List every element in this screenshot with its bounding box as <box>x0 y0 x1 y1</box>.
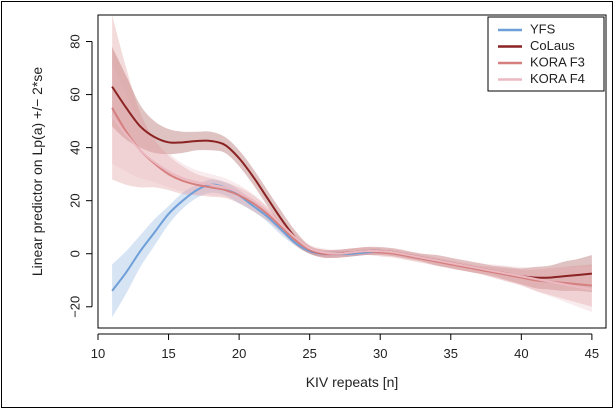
y-tick-label: 20 <box>67 193 82 207</box>
series-lines <box>111 86 593 292</box>
legend-label: KORA F4 <box>530 71 585 86</box>
y-axis-label: Linear predictor on Lp(a) +/− 2*se <box>29 67 45 277</box>
x-tick-label: 25 <box>302 346 316 361</box>
x-axis: 10 15 20 25 30 35 40 45 <box>91 333 599 361</box>
y-tick-label: 40 <box>67 140 82 154</box>
y-axis: −20 0 20 40 60 80 <box>67 34 93 318</box>
y-tick-label: 80 <box>67 34 82 48</box>
legend-label: KORA F3 <box>530 54 585 69</box>
x-tick-label: 45 <box>585 346 599 361</box>
x-tick-label: 15 <box>161 346 175 361</box>
legend-label: YFS <box>530 21 556 36</box>
band-colaus <box>112 46 592 293</box>
band-kora-f4 <box>112 62 592 313</box>
y-tick-label: 0 <box>67 250 82 257</box>
x-axis-label: KIV repeats [n] <box>306 374 399 390</box>
band-yfs <box>112 179 381 318</box>
line-kora-f4 <box>111 115 593 291</box>
y-tick-label: −20 <box>67 296 82 318</box>
x-tick-label: 30 <box>373 346 387 361</box>
x-tick-label: 35 <box>444 346 458 361</box>
x-tick-label: 10 <box>91 346 105 361</box>
plot-area-border <box>97 14 607 329</box>
x-tick-label: 20 <box>232 346 246 361</box>
y-tick-label: 60 <box>67 87 82 101</box>
x-tick-label: 40 <box>514 346 528 361</box>
legend-label: CoLaus <box>530 38 575 53</box>
